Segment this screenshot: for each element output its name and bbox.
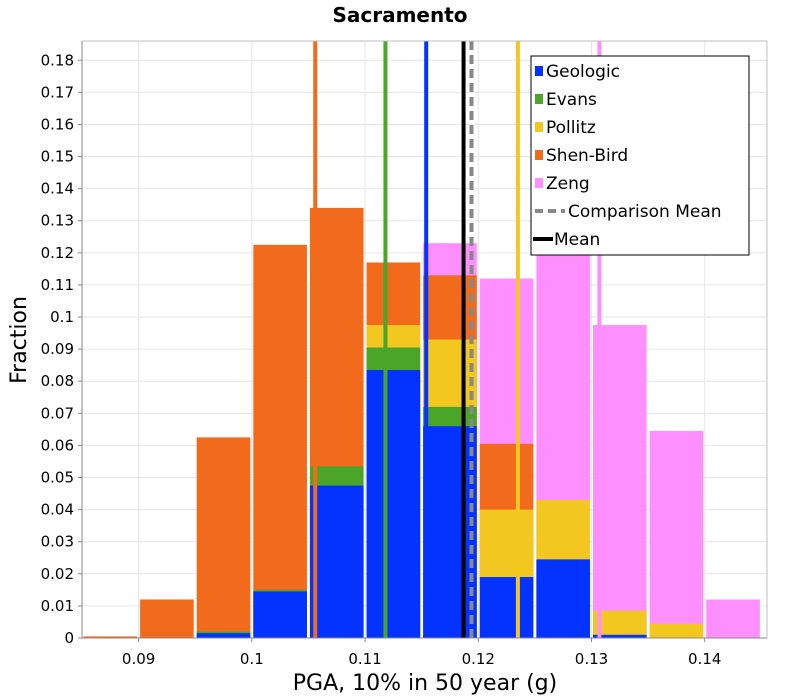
legend-label-evans: Evans: [546, 90, 597, 110]
bar-zeng: [593, 325, 647, 638]
y-tick-label: 0.15: [41, 148, 74, 166]
y-tick-label: 0.1: [50, 308, 74, 326]
bars-group: [83, 183, 760, 639]
x-axis-ticks: 0.09 0.1 0.11 0.12 0.13 0.14: [122, 638, 721, 668]
legend-label-zeng: Zeng: [546, 174, 590, 194]
y-tick-label: 0.06: [41, 436, 74, 454]
y-axis-ticks: 0 0.01 0.02 0.03 0.04 0.05 0.06 0.07 0.08 0.09 0.1…: [41, 51, 82, 647]
chart-title: Sacramento: [332, 3, 467, 27]
bar-geologic: [196, 633, 251, 638]
bar-shen-bird: [196, 437, 251, 638]
x-tick-label: 0.14: [688, 650, 721, 668]
bar-shen-bird: [140, 599, 194, 638]
bar-geologic: [479, 577, 534, 638]
legend: Geologic Evans Pollitz Shen-Bird Zeng Compari…: [530, 55, 750, 256]
x-tick-label: 0.11: [348, 650, 381, 668]
y-tick-label: 0.16: [41, 115, 74, 133]
bar-pollitz: [593, 610, 647, 638]
bar-zeng: [706, 599, 760, 638]
y-tick-label: 0: [64, 629, 74, 647]
legend-swatch-geologic: [535, 66, 543, 76]
y-tick-label: 0.02: [41, 565, 74, 583]
y-tick-label: 0.03: [41, 533, 74, 551]
x-tick-label: 0.09: [122, 650, 155, 668]
axes: [81, 40, 768, 639]
y-axis-title: Fraction: [7, 296, 32, 384]
bar-geologic: [593, 634, 647, 638]
bar-shen-bird: [83, 636, 138, 638]
bar-shen-bird: [253, 244, 307, 638]
bar-geologic: [536, 559, 591, 638]
legend-swatch-evans: [535, 94, 543, 104]
y-tick-label: 0.18: [41, 51, 74, 69]
y-tick-label: 0.07: [41, 404, 74, 422]
bar-geologic: [253, 591, 307, 638]
legend-box: [530, 55, 750, 256]
legend-swatch-shen-bird: [535, 150, 543, 160]
legend-label-geologic: Geologic: [546, 62, 620, 82]
bar-geologic: [366, 369, 421, 638]
legend-label-mean: Mean: [554, 230, 600, 250]
y-tick-label: 0.12: [41, 244, 74, 262]
y-tick-label: 0.17: [41, 83, 74, 101]
x-tick-label: 0.12: [462, 650, 495, 668]
bar-pollitz: [649, 623, 704, 638]
bar-geologic: [309, 485, 364, 638]
bar-zeng: [649, 430, 704, 638]
y-tick-label: 0.13: [41, 212, 74, 230]
legend-label-shen-bird: Shen-Bird: [546, 146, 628, 166]
x-axis-title: PGA, 10% in 50 year (g): [293, 671, 557, 696]
y-tick-label: 0.05: [41, 469, 74, 487]
x-tick-label: 0.13: [575, 650, 608, 668]
legend-swatch-zeng: [535, 178, 543, 188]
mean-lines: [313, 41, 602, 638]
y-tick-label: 0.14: [41, 180, 74, 198]
y-tick-label: 0.08: [41, 372, 74, 390]
y-tick-label: 0.11: [41, 276, 74, 294]
legend-label-pollitz: Pollitz: [546, 118, 596, 138]
x-tick-label: 0.1: [240, 650, 264, 668]
y-tick-label: 0.01: [41, 597, 74, 615]
bar-geologic: [423, 426, 477, 638]
y-tick-label: 0.09: [41, 340, 74, 358]
legend-label-comparison-mean: Comparison Mean: [568, 202, 722, 222]
legend-swatch-pollitz: [535, 122, 543, 132]
y-tick-label: 0.04: [41, 501, 74, 519]
